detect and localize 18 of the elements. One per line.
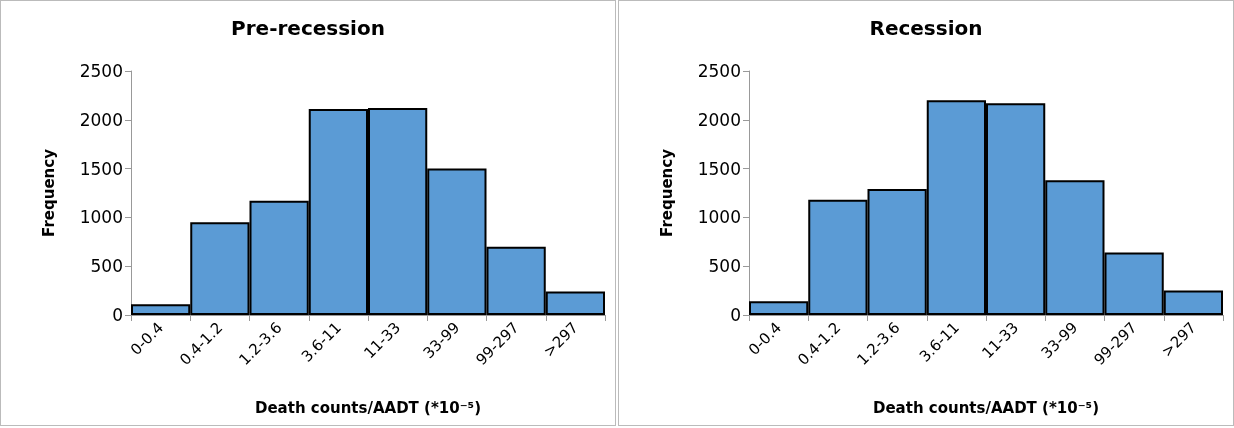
x-axis-title: Death counts/AADT (*10⁻⁵) xyxy=(873,398,1099,417)
x-axis-title: Death counts/AADT (*10⁻⁵) xyxy=(255,398,481,417)
y-tick-label: 2500 xyxy=(697,61,741,81)
y-tick-label: 1000 xyxy=(79,207,123,228)
y-tick-label: 2000 xyxy=(79,109,123,130)
chart-title: Recession xyxy=(869,16,983,40)
y-axis-title: Frequency xyxy=(39,148,58,237)
y-tick-label: 500 xyxy=(90,256,123,277)
y-tick-label: 2000 xyxy=(697,109,741,130)
chart-title: Pre-recession xyxy=(231,16,385,40)
y-tick-label: 0 xyxy=(730,305,741,325)
y-tick-label: 1500 xyxy=(697,158,741,179)
y-tick-label: 1500 xyxy=(79,158,123,179)
y-tick-label: 0 xyxy=(112,305,123,325)
y-axis-title: Frequency xyxy=(657,148,676,237)
y-tick-label: 1000 xyxy=(697,207,741,228)
y-tick-label: 500 xyxy=(708,256,741,277)
y-tick-label: 2500 xyxy=(79,61,123,81)
